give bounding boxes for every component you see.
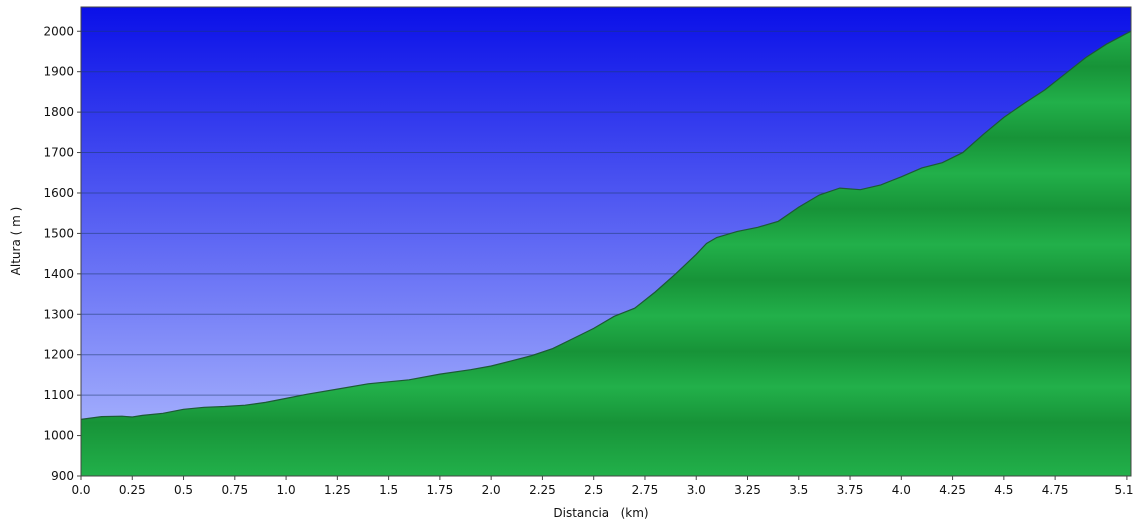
x-tick-label: 5.1 bbox=[1114, 483, 1133, 497]
x-tick-label: 1.5 bbox=[379, 483, 398, 497]
y-tick-label: 1800 bbox=[43, 105, 74, 119]
x-tick-label: 4.5 bbox=[994, 483, 1013, 497]
x-tick-label: 1.25 bbox=[324, 483, 351, 497]
x-tick-label: 4.75 bbox=[1042, 483, 1069, 497]
x-tick-label: 0.0 bbox=[71, 483, 90, 497]
x-tick-label: 4.0 bbox=[892, 483, 911, 497]
x-tick-label: 2.75 bbox=[632, 483, 659, 497]
x-tick-label: 3.5 bbox=[789, 483, 808, 497]
y-tick-label: 900 bbox=[51, 469, 74, 483]
x-tick-label: 3.75 bbox=[837, 483, 864, 497]
y-tick-label: 1500 bbox=[43, 226, 74, 240]
x-tick-label: 2.5 bbox=[584, 483, 603, 497]
x-tick-label: 2.25 bbox=[529, 483, 556, 497]
y-tick-label: 2000 bbox=[43, 24, 74, 38]
y-tick-label: 1400 bbox=[43, 267, 74, 281]
y-tick-label: 1200 bbox=[43, 348, 74, 362]
x-tick-label: 2.0 bbox=[482, 483, 501, 497]
y-tick-label: 1100 bbox=[43, 388, 74, 402]
y-tick-label: 1300 bbox=[43, 307, 74, 321]
x-tick-label: 1.75 bbox=[427, 483, 454, 497]
x-axis-ticks: 0.0 0.25 0.5 0.75 1.0 1.25 1.5 1.75 2.0 2.25 2.5 2.… bbox=[71, 476, 1134, 497]
x-axis-title: Distancia (km) bbox=[553, 506, 648, 520]
x-tick-label: 0.75 bbox=[221, 483, 248, 497]
x-tick-label: 1.0 bbox=[277, 483, 296, 497]
x-tick-label: 3.25 bbox=[734, 483, 761, 497]
y-tick-label: 1600 bbox=[43, 186, 74, 200]
y-axis-title: Altura ( m ) bbox=[9, 207, 23, 276]
x-tick-label: 0.5 bbox=[174, 483, 193, 497]
elevation-area bbox=[81, 31, 1131, 477]
x-tick-label: 4.25 bbox=[939, 483, 966, 497]
x-tick-label: 0.25 bbox=[119, 483, 146, 497]
y-axis-ticks: 900 1000 1100 1200 1300 1400 1500 1600 1700 1800 1… bbox=[43, 24, 81, 483]
y-tick-label: 1700 bbox=[43, 146, 74, 160]
x-tick-label: 3.0 bbox=[687, 483, 706, 497]
plot-border bbox=[80, 6, 1132, 477]
elevation-line bbox=[80, 30, 1132, 420]
y-tick-label: 1900 bbox=[43, 65, 74, 79]
y-tick-label: 1000 bbox=[43, 429, 74, 443]
